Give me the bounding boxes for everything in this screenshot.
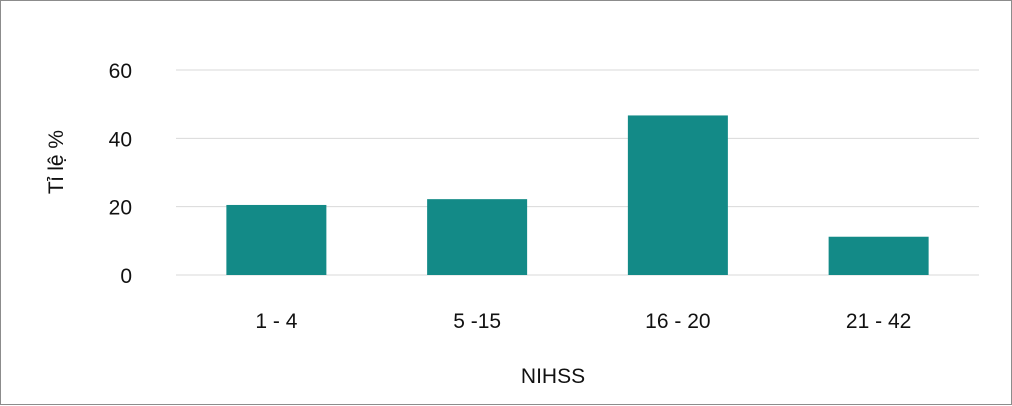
bars	[226, 115, 929, 275]
x-tick-label: 1 - 4	[255, 310, 297, 333]
y-tick-label: 0	[120, 265, 132, 288]
bar	[627, 115, 728, 275]
x-tick-label: 21 - 42	[846, 310, 911, 333]
y-tick-label: 40	[109, 128, 132, 151]
bar	[828, 236, 929, 275]
x-axis-title: NIHSS	[521, 365, 585, 388]
x-tick-label: 5 -15	[453, 310, 501, 333]
bar	[427, 199, 528, 275]
y-tick-label: 20	[109, 197, 132, 220]
y-axis-ticks: 0 20 40 60	[109, 60, 132, 288]
x-axis-ticks: 1 - 4 5 -15 16 - 20 21 - 42	[255, 310, 911, 333]
x-tick-label: 16 - 20	[645, 310, 710, 333]
bar	[226, 204, 327, 275]
y-tick-label: 60	[109, 60, 132, 83]
y-axis-title: Tỉ lệ %	[45, 130, 68, 194]
